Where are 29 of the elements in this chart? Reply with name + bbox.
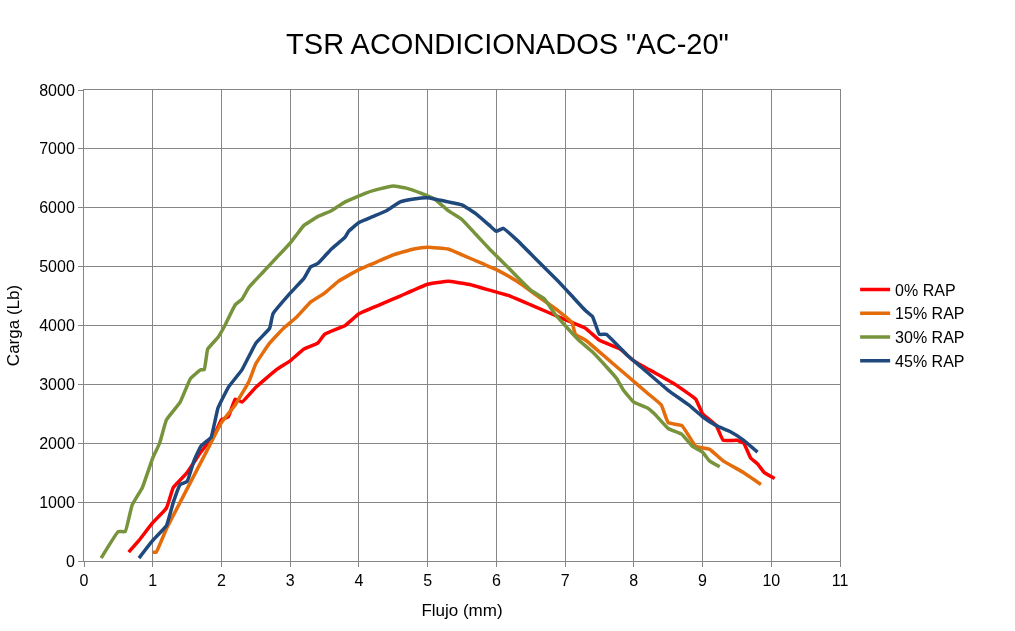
legend-label: 45% RAP: [895, 353, 965, 371]
y-tick-label: 6000: [39, 199, 75, 217]
legend-label: 15% RAP: [895, 305, 965, 323]
y-tick-label: 8000: [39, 81, 75, 99]
y-tick-label: 1000: [39, 493, 75, 511]
y-tick-label: 3000: [39, 375, 75, 393]
y-tick-label: 7000: [39, 140, 75, 158]
x-tick-label: 6: [491, 572, 501, 590]
y-tick-label: 2000: [39, 434, 75, 452]
x-tick-label: 11: [831, 572, 849, 590]
x-tick-label: 4: [354, 572, 364, 590]
y-tick-label: 0: [65, 552, 75, 570]
x-tick-label: 0: [79, 572, 89, 590]
x-tick-label: 5: [423, 572, 433, 590]
line-series: [150, 245, 763, 554]
chart-title: TSR ACONDICIONADOS "AC-20": [286, 28, 729, 61]
x-axis-title: Flujo (mm): [421, 600, 503, 620]
x-tick-label: 9: [698, 572, 708, 590]
x-tick-label: 10: [762, 572, 781, 590]
y-axis-title: Carga (Lb): [3, 284, 23, 367]
x-tick-label: 7: [560, 572, 570, 590]
y-tick-label: 5000: [39, 258, 75, 276]
x-tick-label: 1: [148, 572, 158, 590]
x-tick-label: 2: [217, 572, 226, 590]
x-tick-label: 8: [629, 572, 639, 590]
y-tick-label: 4000: [39, 317, 75, 335]
legend-label: 0% RAP: [895, 281, 956, 299]
legend-label: 30% RAP: [895, 329, 965, 347]
x-tick-label: 3: [285, 572, 295, 590]
